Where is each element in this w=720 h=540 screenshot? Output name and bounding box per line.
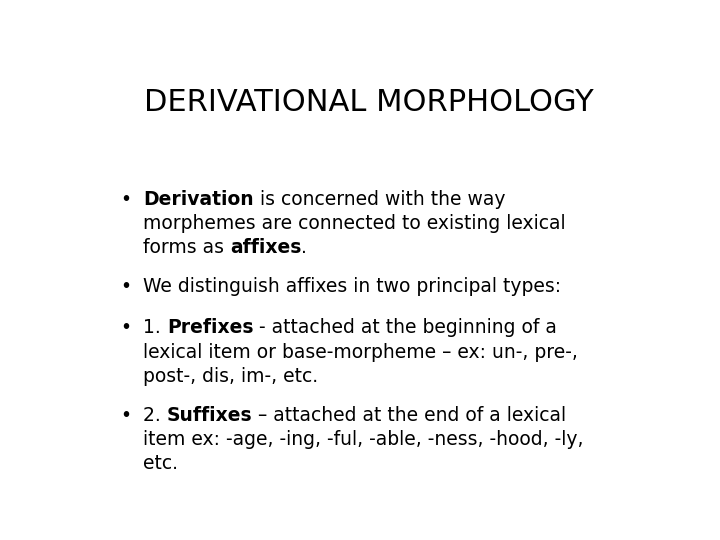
Text: item ex: -age, -ing, -ful, -able, -ness, -hood, -ly,: item ex: -age, -ing, -ful, -able, -ness,… — [143, 430, 583, 449]
Text: DERIVATIONAL MORPHOLOGY: DERIVATIONAL MORPHOLOGY — [144, 87, 594, 117]
Text: - attached at the beginning of a: - attached at the beginning of a — [253, 319, 557, 338]
Text: •: • — [121, 190, 132, 208]
Text: morphemes are connected to existing lexical: morphemes are connected to existing lexi… — [143, 214, 566, 233]
Text: •: • — [121, 277, 132, 296]
Text: is concerned with the way: is concerned with the way — [253, 190, 505, 208]
Text: lexical item or base-morpheme – ex: un-, pre-,: lexical item or base-morpheme – ex: un-,… — [143, 342, 578, 362]
Text: 2.: 2. — [143, 406, 167, 425]
Text: We distinguish affixes in two principal types:: We distinguish affixes in two principal … — [143, 277, 561, 296]
Text: •: • — [121, 406, 132, 425]
Text: affixes: affixes — [230, 238, 302, 257]
Text: forms as: forms as — [143, 238, 230, 257]
Text: Prefixes: Prefixes — [167, 319, 253, 338]
Text: etc.: etc. — [143, 454, 178, 473]
Text: Suffixes: Suffixes — [167, 406, 253, 425]
Text: – attached at the end of a lexical: – attached at the end of a lexical — [253, 406, 567, 425]
Text: Derivation: Derivation — [143, 190, 253, 208]
Text: 1.: 1. — [143, 319, 167, 338]
Text: .: . — [302, 238, 307, 257]
Text: post-, dis, im-, etc.: post-, dis, im-, etc. — [143, 367, 318, 386]
Text: •: • — [121, 319, 132, 338]
